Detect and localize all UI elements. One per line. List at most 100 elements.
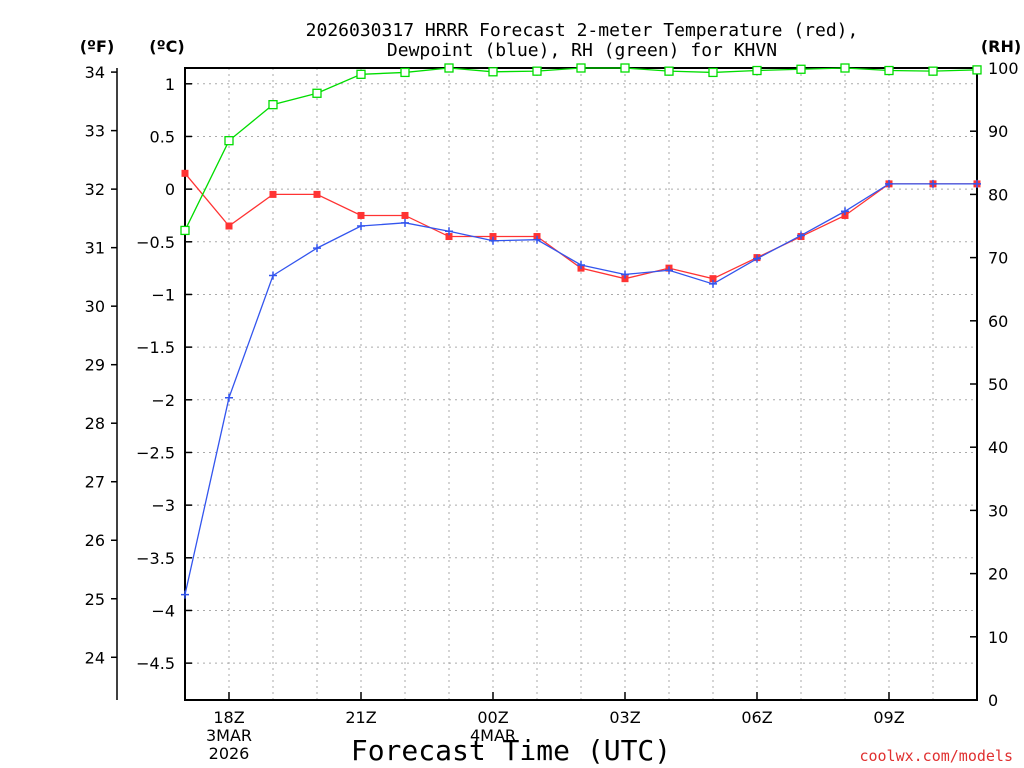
rh-point [708, 67, 718, 78]
time-tick-label: 09Z [873, 708, 904, 727]
fahrenheit-tick-label: 33 [85, 122, 105, 141]
dewpoint-point [445, 227, 453, 236]
chart-title-line-1: 2026030317 HRRR Forecast 2-meter Tempera… [306, 20, 859, 41]
dewpoint-point [797, 231, 805, 240]
time-tick-label: 06Z [741, 708, 772, 727]
rh-tick-label: 30 [988, 501, 1008, 520]
rh-tick-label: 70 [988, 249, 1008, 268]
fahrenheit-tick-label: 24 [85, 648, 105, 667]
dewpoint-point [753, 254, 761, 263]
rh-point [180, 225, 190, 236]
rh-point [664, 66, 674, 76]
credit-link[interactable]: coolwx.com/models [859, 747, 1013, 765]
rh-point [928, 66, 938, 76]
celsius-tick-label: −4 [151, 601, 175, 620]
dewpoint-point [225, 393, 233, 402]
series-dewpoint [181, 179, 981, 599]
rh-point [268, 100, 278, 110]
rh-point [488, 67, 498, 77]
rh-point [840, 63, 850, 73]
dewpoint-point [577, 260, 585, 269]
series-rh [180, 63, 982, 236]
temperature-point [401, 211, 409, 219]
rh-point [224, 136, 234, 146]
dewpoint-point [841, 207, 849, 216]
rh-point [620, 63, 630, 73]
rh-point [532, 66, 542, 76]
celsius-tick-label: −2.5 [136, 443, 175, 462]
celsius-axis-unit: (ºC) [149, 37, 184, 56]
fahrenheit-axis: 34 33 32 31 30 29 28 27 26 25 24 [85, 63, 118, 700]
rh-tick-label: 90 [988, 122, 1008, 141]
celsius-tick-label: −1 [151, 285, 175, 304]
series-layer [180, 63, 982, 599]
celsius-tick-label: 0.5 [150, 127, 175, 146]
rh-point [796, 64, 806, 74]
time-tick-label: 21Z [345, 708, 376, 727]
temperature-point [621, 275, 629, 283]
fahrenheit-tick-label: 31 [85, 239, 105, 258]
fahrenheit-tick-label: 30 [85, 297, 105, 316]
fahrenheit-axis-unit: (ºF) [80, 37, 115, 56]
temperature-point [181, 169, 189, 177]
temperature-point [269, 190, 277, 198]
time-tick-label: 3MAR [206, 726, 252, 745]
dewpoint-point [621, 270, 629, 279]
temperature-point [225, 222, 233, 230]
celsius-axis: 1 0.5 0 −0.5 −1 −1.5 −2 −2.5 −3 −3.5 −4 −4.5 [136, 75, 192, 673]
fahrenheit-tick-label: 26 [85, 531, 105, 550]
dewpoint-point [401, 218, 409, 227]
dewpoint-point [885, 179, 893, 188]
fahrenheit-tick-label: 34 [85, 63, 105, 82]
fahrenheit-tick-label: 27 [85, 473, 105, 492]
temperature-point [489, 233, 497, 241]
temperature-point [841, 211, 849, 219]
rh-axis-unit: (RH) [981, 37, 1021, 56]
dewpoint-point [533, 235, 541, 244]
celsius-tick-label: −4.5 [136, 654, 175, 673]
rh-tick-label: 60 [988, 312, 1008, 331]
rh-tick-label: 40 [988, 438, 1008, 457]
dewpoint-point [929, 179, 937, 188]
dewpoint-line [184, 183, 977, 595]
temperature-point [709, 275, 717, 283]
rh-point [356, 69, 366, 79]
dewpoint-point [665, 266, 673, 275]
dewpoint-point [489, 236, 497, 245]
rh-point [884, 65, 894, 76]
dewpoint-point [269, 271, 277, 280]
rh-point [312, 88, 322, 98]
chart-title-line-2: Dewpoint (blue), RH (green) for KHVN [387, 40, 777, 61]
dewpoint-point [973, 179, 981, 188]
time-tick-label: 00Z [477, 708, 508, 727]
celsius-tick-label: 1 [165, 75, 175, 94]
dewpoint-point [313, 244, 321, 253]
fahrenheit-tick-label: 28 [85, 414, 105, 433]
fahrenheit-tick-label: 32 [85, 180, 105, 199]
rh-point [576, 63, 586, 73]
celsius-tick-label: −3.5 [136, 549, 175, 568]
time-tick-label: 18Z [213, 708, 244, 727]
rh-tick-label: 0 [988, 691, 998, 710]
celsius-tick-label: −2 [151, 391, 175, 410]
rh-point [752, 65, 762, 76]
rh-tick-label: 100 [988, 59, 1019, 78]
fahrenheit-tick-label: 29 [85, 356, 105, 375]
celsius-tick-label: 0 [165, 180, 175, 199]
time-tick-label: 03Z [609, 708, 640, 727]
dewpoint-point [357, 222, 365, 230]
temperature-point [445, 233, 453, 241]
temperature-point [357, 211, 365, 219]
fahrenheit-tick-label: 25 [85, 590, 105, 609]
rh-tick-label: 10 [988, 628, 1008, 647]
rh-tick-label: 20 [988, 565, 1008, 584]
gridlines [185, 68, 977, 700]
dewpoint-point [709, 279, 717, 288]
dewpoint-point [181, 590, 189, 599]
plot-frame [184, 67, 978, 701]
rh-point [444, 63, 454, 73]
celsius-tick-label: −3 [151, 496, 175, 515]
